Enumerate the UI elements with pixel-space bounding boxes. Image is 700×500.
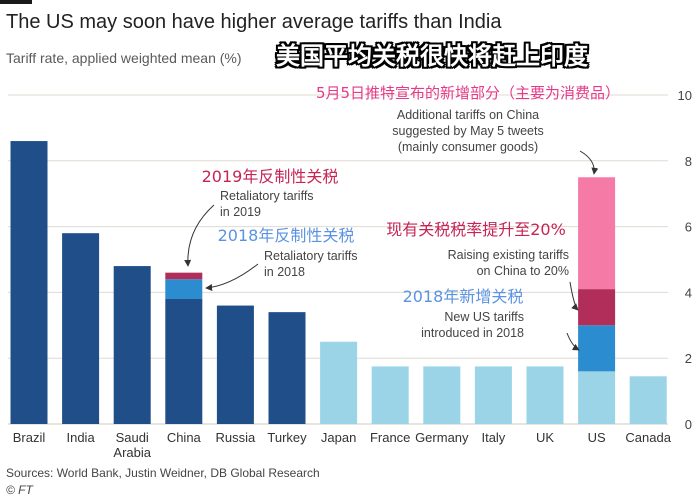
x-tick-label: UK [536, 430, 554, 445]
bar-segment-us-0 [578, 325, 616, 372]
annotation-cn-label: 2018年新增关税 [403, 287, 524, 306]
ft-credit: © FT [6, 483, 33, 497]
annotation-en-label: New US tariffs [444, 310, 524, 324]
annotation-arrow [566, 332, 580, 351]
bar-canada [629, 376, 667, 424]
x-tick-label: Italy [481, 430, 505, 445]
y-tick-label: 4 [685, 285, 692, 300]
y-tick-label: 2 [685, 351, 692, 366]
bar-turkey [268, 312, 306, 424]
annotation-en-label: Retaliatory tariffs [220, 189, 314, 203]
bar-china [165, 298, 203, 424]
bar-uk [526, 366, 564, 424]
bar-india [62, 233, 100, 424]
annotation-cn-label: 2018年反制性关税 [218, 226, 355, 245]
annotation-en-label: suggested by May 5 tweets [392, 124, 543, 138]
x-tick-label: Turkey [267, 430, 307, 445]
annotation-en-label: in 2018 [264, 265, 305, 279]
annotation-cn-label: 现有关税税率提升至20% [386, 220, 566, 239]
bar-france [371, 366, 409, 424]
x-tick-label: US [588, 430, 606, 445]
bar-saudi-arabia [113, 266, 151, 424]
x-tick-label: Saudi [116, 430, 149, 445]
bar-segment-us-2 [578, 177, 616, 290]
chart-subtitle: Tariff rate, applied weighted mean (%) [6, 50, 242, 66]
x-tick-label: India [66, 430, 95, 445]
annotation-en-label: Additional tariffs on China [397, 108, 539, 122]
annotation-arrow [579, 150, 599, 175]
bar-segment-china-1 [165, 272, 203, 280]
ft-top-bar [0, 0, 32, 4]
bar-brazil [10, 141, 48, 424]
annotation-en-label: in 2019 [220, 205, 261, 219]
x-tick-label: Canada [625, 430, 671, 445]
bar-italy [474, 366, 512, 424]
bar-russia [216, 305, 254, 424]
y-tick-label: 0 [685, 417, 692, 432]
annotation-en-label: on China to 20% [477, 264, 569, 278]
x-tick-label: France [370, 430, 410, 445]
source-note: Sources: World Bank, Justin Weidner, DB … [6, 466, 320, 480]
x-tick-label: China [167, 430, 202, 445]
bar-segment-china-0 [165, 279, 203, 299]
bar-us [578, 371, 616, 424]
annotation-arrow [569, 281, 579, 311]
annotation-arrow [184, 204, 215, 267]
x-tick-label: Arabia [113, 445, 151, 460]
bar-germany [423, 366, 461, 424]
chinese-overlay-title: 美国平均关税很快将赶上印度 [276, 43, 588, 70]
bar-segment-us-1 [578, 289, 616, 326]
x-tick-label: Germany [415, 430, 469, 445]
x-tick-label: Japan [321, 430, 356, 445]
annotation-en-label: Raising existing tariffs [448, 248, 569, 262]
bar-japan [320, 341, 358, 424]
annotation-en-label: Retaliatory tariffs [264, 249, 358, 263]
annotation-cn-label: 5月5日推特宣布的新增部分（主要为消费品） [316, 84, 620, 102]
y-tick-label: 6 [685, 220, 692, 235]
x-tick-label: Brazil [13, 430, 46, 445]
y-tick-label: 8 [685, 154, 692, 169]
annotation-arrow [205, 263, 259, 291]
annotation-cn-label: 2019年反制性关税 [202, 167, 339, 186]
chart-title: The US may soon have higher average tari… [6, 11, 502, 33]
annotation-en-label: introduced in 2018 [421, 326, 524, 340]
x-tick-label: Russia [216, 430, 257, 445]
annotation-en-label: (mainly consumer goods) [398, 140, 538, 154]
y-tick-label: 10 [678, 88, 692, 103]
